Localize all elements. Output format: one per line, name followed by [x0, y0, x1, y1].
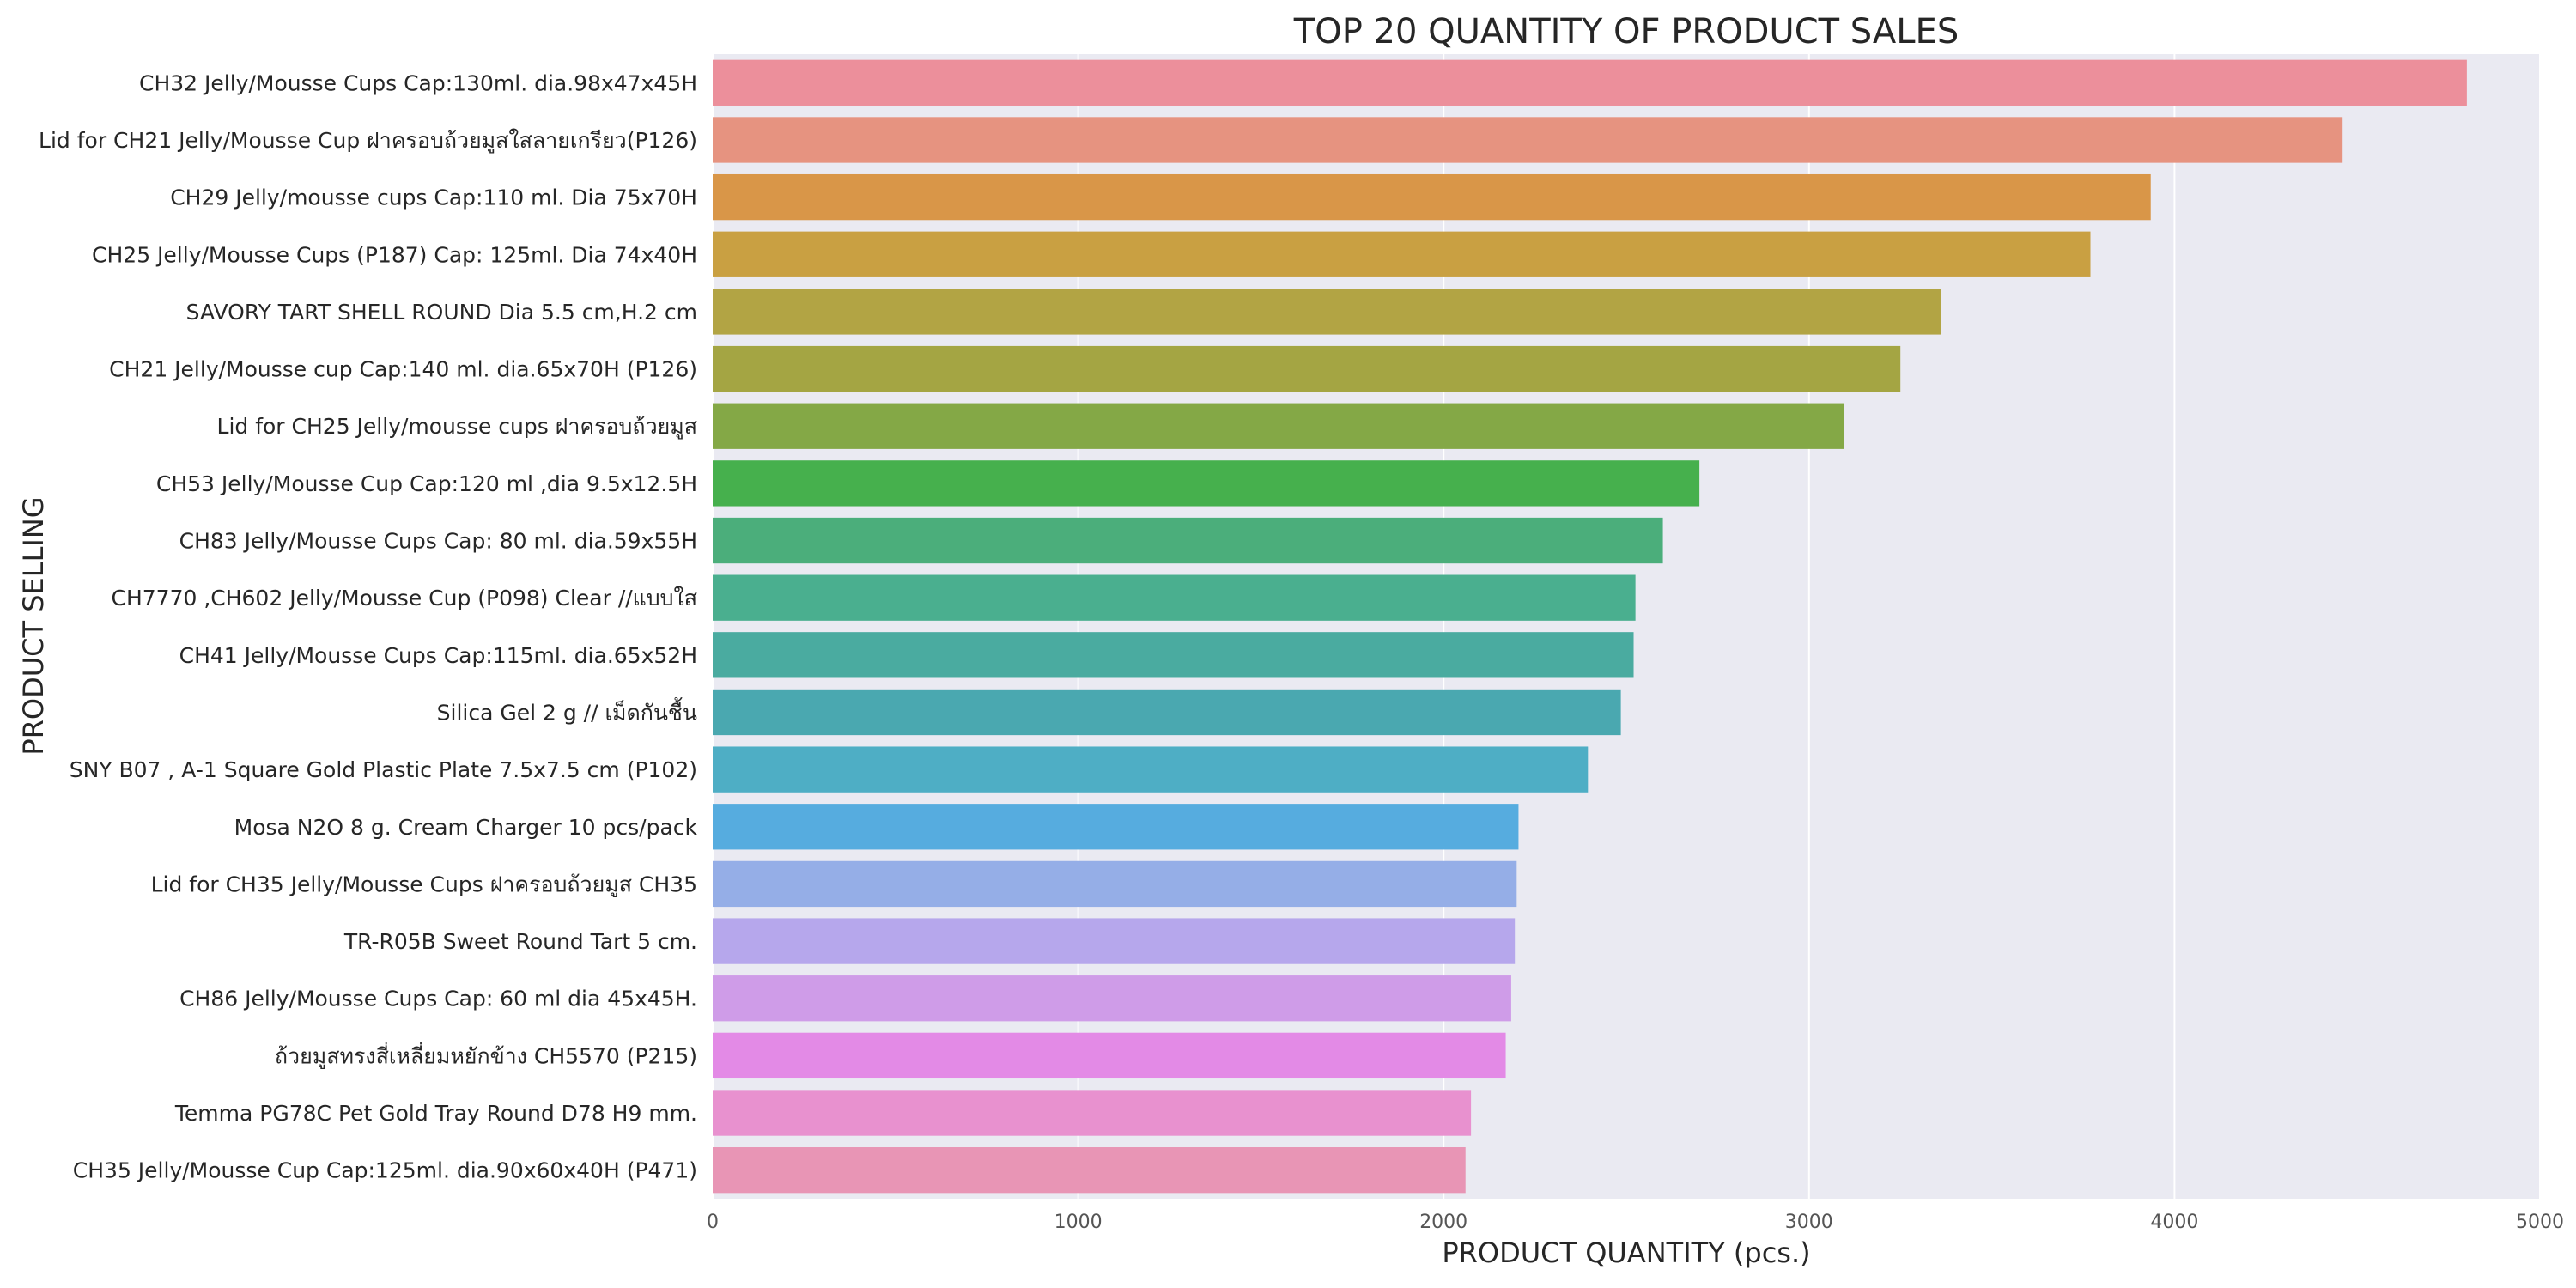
- category-label: Mosa N2O 8 g. Cream Charger 10 pcs/pack: [234, 815, 698, 840]
- category-labels: CH32 Jelly/Mousse Cups Cap:130ml. dia.98…: [39, 70, 697, 1182]
- category-label: CH7770 ,CH602 Jelly/Mousse Cup (P098) Cl…: [112, 586, 698, 611]
- category-label: SNY B07 , A-1 Square Gold Plastic Plate …: [70, 757, 697, 782]
- chart-title: TOP 20 QUANTITY OF PRODUCT SALES: [1293, 12, 1959, 52]
- category-label: CH21 Jelly/Mousse cup Cap:140 ml. dia.65…: [109, 357, 697, 382]
- category-label: ถ้วยมูสทรงสี่เหลี่ยมหยักข้าง CH5570 (P21…: [275, 1041, 697, 1069]
- category-label: Lid for CH35 Jelly/Mousse Cups ฝาครอบถ้ว…: [151, 872, 697, 897]
- x-tick-label: 4000: [2150, 1212, 2198, 1233]
- bar: [713, 1032, 1506, 1079]
- x-tick-label: 3000: [1785, 1212, 1833, 1233]
- y-axis-label: PRODUCT SELLING: [17, 496, 50, 755]
- plot-background: [713, 54, 2540, 1199]
- bar: [713, 59, 2467, 106]
- category-label: Temma PG78C Pet Gold Tray Round D78 H9 m…: [174, 1101, 697, 1126]
- bars: [713, 59, 2467, 1194]
- bar: [713, 689, 1621, 736]
- bar: [713, 289, 1941, 335]
- bar: [713, 975, 1511, 1022]
- category-label: CH53 Jelly/Mousse Cup Cap:120 ml ,dia 9.…: [156, 471, 697, 496]
- bar: [713, 403, 1844, 449]
- category-label: CH83 Jelly/Mousse Cups Cap: 80 ml. dia.5…: [179, 529, 697, 554]
- bar: [713, 632, 1634, 678]
- x-tick-label: 2000: [1419, 1212, 1467, 1233]
- bar: [713, 574, 1636, 621]
- bar: [713, 918, 1516, 964]
- category-label: CH86 Jelly/Mousse Cups Cap: 60 ml dia 45…: [179, 987, 697, 1012]
- category-label: Lid for CH25 Jelly/mousse cups ฝาครอบถ้ว…: [217, 414, 697, 440]
- category-label: Lid for CH21 Jelly/Mousse Cup ฝาครอบถ้วย…: [39, 128, 697, 154]
- bar: [713, 173, 2151, 221]
- category-label: CH32 Jelly/Mousse Cups Cap:130ml. dia.98…: [139, 70, 697, 95]
- x-tick-label: 1000: [1054, 1212, 1103, 1233]
- bar: [713, 804, 1519, 850]
- bar: [713, 117, 2343, 163]
- bar: [713, 1090, 1472, 1136]
- category-label: CH25 Jelly/Mousse Cups (P187) Cap: 125ml…: [92, 242, 697, 267]
- bar: [713, 231, 2091, 277]
- x-tick-label: 5000: [2516, 1212, 2564, 1233]
- category-label: CH41 Jelly/Mousse Cups Cap:115ml. dia.65…: [179, 643, 697, 668]
- bar: [713, 746, 1589, 793]
- category-label: CH35 Jelly/Mousse Cup Cap:125ml. dia.90x…: [73, 1158, 697, 1183]
- x-tick-labels: 0 1000 2000 3000 4000 5000: [707, 1212, 2564, 1233]
- bar: [713, 860, 1517, 908]
- bar: [713, 517, 1663, 564]
- bar: [713, 1147, 1466, 1194]
- bar: [713, 345, 1901, 392]
- category-label: SAVORY TART SHELL ROUND Dia 5.5 cm,H.2 c…: [186, 300, 697, 325]
- bar: [713, 460, 1700, 507]
- x-tick-label: 0: [707, 1212, 719, 1233]
- x-axis-label: PRODUCT QUANTITY (pcs.): [1442, 1236, 1810, 1269]
- category-label: TR-R05B Sweet Round Tart 5 cm.: [343, 929, 697, 954]
- category-label: CH29 Jelly/mousse cups Cap:110 ml. Dia 7…: [170, 185, 697, 210]
- category-label: Silica Gel 2 g // เม็ดกันชื้น: [437, 696, 697, 725]
